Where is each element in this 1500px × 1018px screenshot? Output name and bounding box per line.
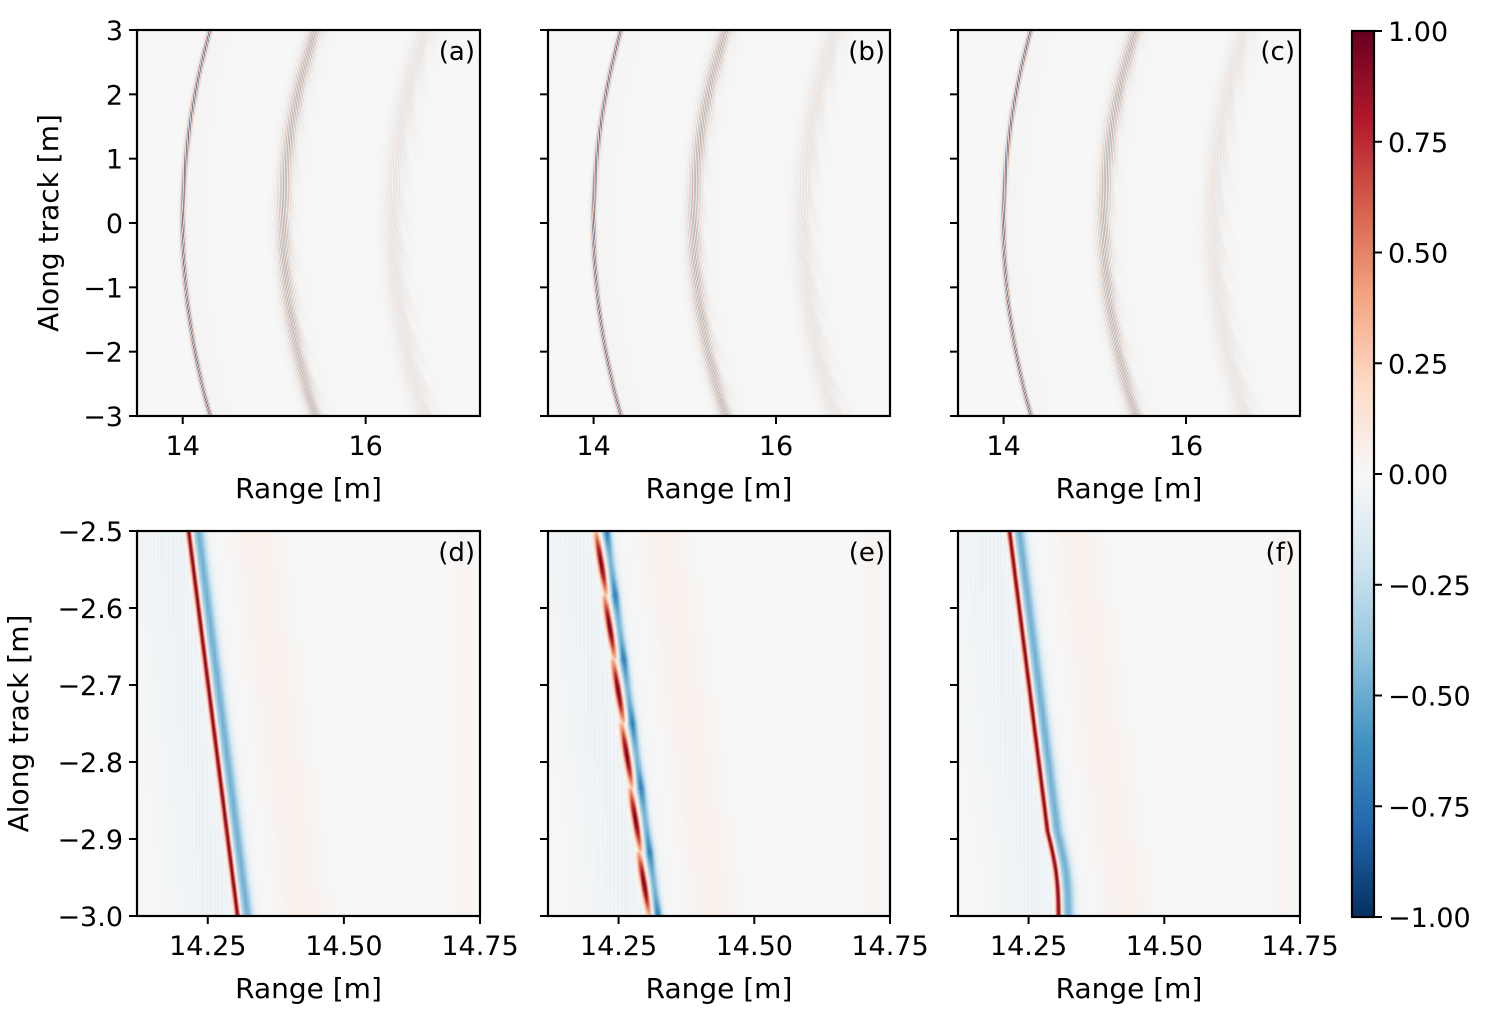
colorbar-tick-label: −0.50 <box>1388 682 1471 713</box>
y-tick-label: 0 <box>106 209 123 240</box>
colorbar-tick-label: 0.00 <box>1388 460 1448 491</box>
x-tick-label: 14 <box>576 431 610 462</box>
colorbar-tick-label: −0.25 <box>1388 571 1471 602</box>
colorbar-tick-label: 0.50 <box>1388 239 1448 270</box>
x-tick-label: 14.75 <box>851 931 928 962</box>
y-tick-label: −2.5 <box>57 517 123 548</box>
heatmap-image <box>958 30 1300 416</box>
panel-e: 14.25 14.50 14.75 Range [m] (e) <box>540 529 929 1005</box>
panel-label: (f) <box>1266 538 1295 568</box>
y-tick-label: 1 <box>106 145 123 176</box>
y-tick-label: −2.8 <box>57 748 123 779</box>
heatmap-image <box>548 531 890 916</box>
panel-b: 14 16 Range [m] (b) <box>540 28 892 505</box>
y-tick-label: −1 <box>83 273 123 304</box>
y-tick-label: −2.6 <box>57 594 123 625</box>
y-tick-label: 3 <box>106 16 123 47</box>
y-tick-label: −3 <box>83 402 123 433</box>
x-axis-label: Range [m] <box>235 472 382 505</box>
x-axis-label: Range [m] <box>646 972 793 1005</box>
x-tick-label: 14.25 <box>580 931 657 962</box>
panel-f: 14.25 14.50 14.75 Range [m] (f) <box>950 529 1339 1005</box>
x-axis-label: Range [m] <box>235 972 382 1005</box>
y-axis-label: Along track [m] <box>32 114 65 332</box>
panel-label: (a) <box>439 37 475 67</box>
panel-label: (e) <box>849 538 885 568</box>
colorbar-tick-label: 0.75 <box>1388 128 1448 159</box>
panel-c: 14 16 Range [m] (c) <box>950 28 1302 505</box>
x-tick-label: 14.50 <box>1126 931 1203 962</box>
y-tick-label: 2 <box>106 80 123 111</box>
colorbar: 1.00 0.75 0.50 0.25 0.00 −0.25 −0.50 −0.75 −1.00 <box>1350 17 1471 934</box>
y-tick-label: −2.7 <box>57 671 123 702</box>
x-tick-label: 14 <box>986 431 1020 462</box>
x-tick-label: 16 <box>759 431 793 462</box>
x-tick-label: 14.75 <box>441 931 518 962</box>
panel-label: (c) <box>1260 37 1295 67</box>
panel-a: 14 16 3 2 1 0 −1 −2 −3 Range [m] Along track [m] (a… <box>32 16 482 505</box>
x-tick-label: 14.25 <box>169 931 246 962</box>
x-tick-label: 14.50 <box>305 931 382 962</box>
panel-d: 14.25 14.50 14.75 −2.5 −2.6 −2.7 −2.8 −2.9 −3.0 R… <box>2 517 519 1005</box>
y-tick-label: −2 <box>83 338 123 369</box>
colorbar-tick-label: 1.00 <box>1388 17 1448 48</box>
x-axis-label: Range [m] <box>646 472 793 505</box>
x-tick-label: 16 <box>348 431 382 462</box>
panel-label: (b) <box>848 37 885 67</box>
heatmap-image <box>137 531 480 916</box>
x-axis-label: Range [m] <box>1056 972 1203 1005</box>
x-tick-label: 14.25 <box>990 931 1067 962</box>
x-tick-label: 14.50 <box>716 931 793 962</box>
y-tick-label: −3.0 <box>57 902 123 933</box>
axes-frame <box>546 529 892 918</box>
colorbar-tick-label: 0.25 <box>1388 349 1448 380</box>
axes-frame <box>135 529 482 918</box>
colorbar-bar <box>1350 29 1376 919</box>
heatmap-image <box>548 30 890 416</box>
y-tick-label: −2.9 <box>57 825 123 856</box>
x-tick-label: 16 <box>1169 431 1203 462</box>
x-tick-label: 14.75 <box>1261 931 1338 962</box>
heatmap-image <box>137 30 480 416</box>
heatmap-image <box>958 531 1300 916</box>
y-axis-label: Along track [m] <box>2 615 35 833</box>
colorbar-tick-label: −0.75 <box>1388 792 1471 823</box>
x-tick-label: 14 <box>166 431 200 462</box>
panel-label: (d) <box>438 538 475 568</box>
axes-frame <box>956 529 1302 918</box>
colorbar-tick-label: −1.00 <box>1388 903 1471 934</box>
x-axis-label: Range [m] <box>1056 472 1203 505</box>
